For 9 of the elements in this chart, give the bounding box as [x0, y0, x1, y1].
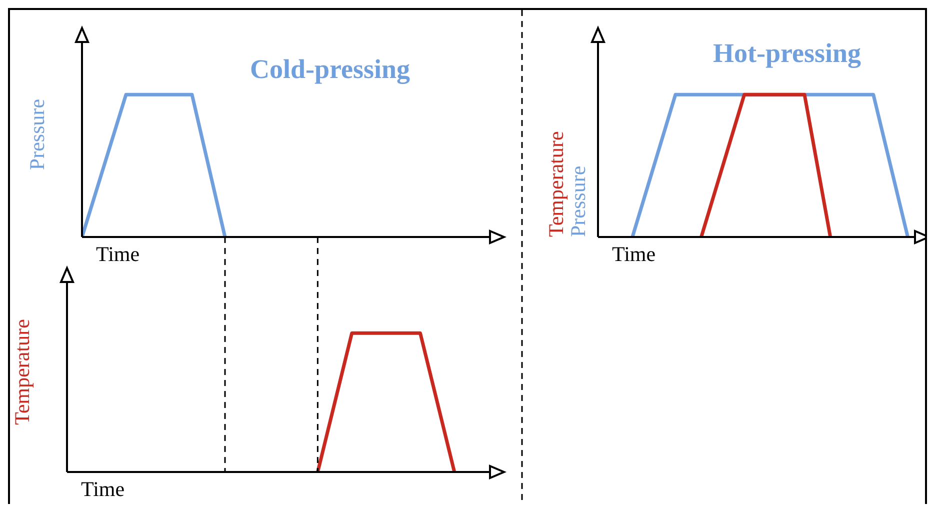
x-axis-title: Time	[612, 242, 656, 266]
y-axis-title: Temperature	[10, 319, 34, 425]
chart-title: Cold-pressing	[250, 54, 411, 84]
x-axis-title: Time	[96, 242, 140, 266]
chart-title: Hot-pressing	[712, 38, 862, 68]
x-axis-title: Time	[81, 477, 125, 501]
text: Temperature	[544, 131, 568, 237]
text: Pressure	[566, 166, 590, 237]
y-axis-title: Pressure	[25, 98, 49, 170]
